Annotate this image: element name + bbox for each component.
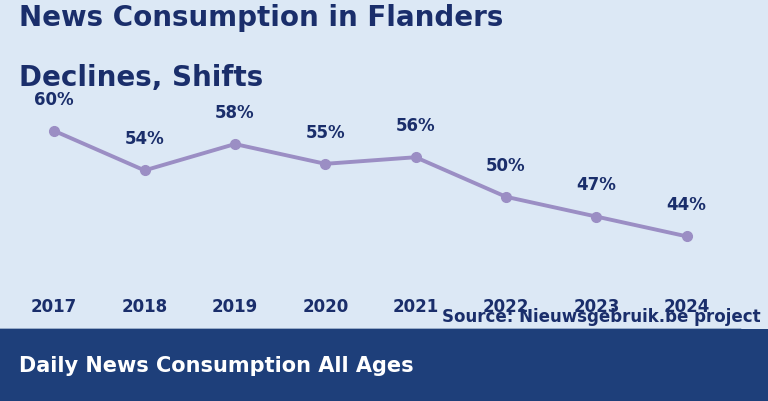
Text: 50%: 50% (486, 156, 526, 174)
Text: 2018: 2018 (121, 297, 167, 315)
Text: 2020: 2020 (302, 297, 349, 315)
Text: Daily News Consumption All Ages: Daily News Consumption All Ages (19, 355, 414, 375)
Text: 58%: 58% (215, 104, 255, 122)
Text: News Consumption in Flanders: News Consumption in Flanders (19, 4, 504, 32)
Text: 56%: 56% (396, 117, 435, 135)
Text: 60%: 60% (35, 91, 74, 109)
Text: 54%: 54% (124, 130, 164, 148)
Text: 2022: 2022 (483, 297, 529, 315)
Text: Declines, Shifts: Declines, Shifts (19, 64, 263, 92)
Text: 2024: 2024 (664, 297, 710, 315)
Text: Source: Nieuwsgebruik.be project: Source: Nieuwsgebruik.be project (442, 308, 760, 326)
Text: 55%: 55% (306, 124, 345, 142)
Text: 2021: 2021 (392, 297, 439, 315)
Text: 44%: 44% (667, 196, 707, 214)
Polygon shape (0, 329, 768, 401)
Text: 2017: 2017 (31, 297, 78, 315)
Text: 2019: 2019 (212, 297, 258, 315)
Text: 2023: 2023 (573, 297, 620, 315)
Text: 47%: 47% (577, 176, 616, 194)
